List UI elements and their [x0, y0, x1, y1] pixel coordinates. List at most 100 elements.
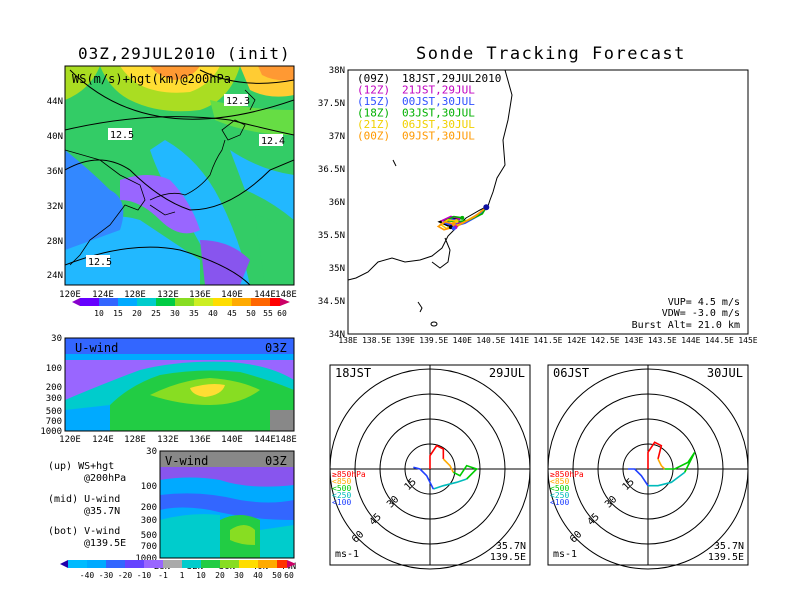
cb-tick: 50: [246, 309, 256, 318]
landing-point: [451, 221, 456, 226]
level-legend: ≥850hPa: [550, 470, 584, 479]
hodo-date: 29JUL: [489, 366, 525, 380]
lon-tick: 143E: [624, 336, 643, 345]
note-line: (up) WS+hgt: [48, 461, 114, 472]
level-legend: <500: [550, 484, 569, 493]
v-p-ticks: 30 100 200 300 500 700 1000: [135, 447, 157, 564]
hodo-trace: [648, 471, 686, 487]
u-wind-field: [65, 338, 294, 431]
lon-tick: 145E: [738, 336, 757, 345]
cb-tick: 55: [263, 309, 273, 318]
cb-tick: 20: [215, 571, 225, 580]
lon-tick: 120E: [59, 290, 81, 300]
lon-tick: 141E: [510, 336, 529, 345]
p-tick: 200: [46, 383, 62, 393]
cb-tick: 30: [234, 571, 244, 580]
cb-tick: -20: [118, 571, 133, 580]
cb-tick: 40: [253, 571, 263, 580]
lat-tick: 35N: [329, 264, 345, 274]
legend-time: (09Z): [357, 72, 390, 85]
left-title: 03Z,29JUL2010 (init): [78, 44, 291, 63]
param-vdw: VDW= -3.0 m/s: [662, 308, 740, 319]
lon-tick: 124E: [92, 290, 114, 300]
hodo-trace: [429, 444, 445, 469]
lon-tick: 120E: [59, 435, 81, 445]
lon-tick: 148E: [275, 290, 297, 300]
lat-tick: 34.5N: [318, 297, 345, 307]
lon-tick: 136E: [189, 290, 211, 300]
lat-tick: 36N: [329, 198, 345, 208]
lat-tick: 40N: [47, 132, 63, 142]
p-tick: 700: [141, 542, 157, 552]
cb-tick: 25: [151, 309, 161, 318]
hodo-trace: [664, 451, 696, 473]
lat-tick: 24N: [47, 271, 63, 281]
cb-tick: 35: [189, 309, 199, 318]
track-legend: (09Z) 18JST,29JUL2010 (12Z) 21JST,29JUL (15Z…: [357, 72, 501, 143]
lon-tick: 140.5E: [476, 336, 505, 345]
p-tick: 100: [46, 364, 62, 374]
legend-label: 00JST,30JUL: [402, 95, 475, 108]
p-tick: 1000: [135, 554, 157, 564]
lon-tick: 136E: [189, 435, 211, 445]
contour-label-3: 12.4: [261, 136, 285, 147]
legend-label: 21JST,29JUL: [402, 84, 475, 97]
lon-tick: 140E: [221, 290, 243, 300]
legend-label: 03JST,30JUL: [402, 107, 475, 120]
lat-tick: 37N: [329, 132, 345, 142]
legend-label: 09JST,30JUL: [402, 130, 475, 143]
track-map: [347, 69, 749, 335]
note-line: @35.7N: [84, 506, 120, 517]
lon-tick: 141.5E: [534, 336, 563, 345]
lon-tick: 143.5E: [648, 336, 677, 345]
hodo-trace: [657, 458, 666, 470]
p-tick: 200: [141, 503, 157, 513]
cb-tick: 10: [196, 571, 206, 580]
lat-tick: 35.5N: [318, 231, 345, 241]
upper-colorbar: [72, 298, 290, 306]
cb-tick: 15: [113, 309, 123, 318]
p-tick: 500: [46, 407, 62, 417]
level-legend: <250: [550, 491, 569, 500]
cb-tick: 60: [277, 309, 287, 318]
level-legend: <100: [332, 498, 351, 507]
param-burst: Burst Alt= 21.0 km: [632, 320, 740, 331]
lon-tick: 144.5E: [705, 336, 734, 345]
hodograph-left: 18JST 29JUL15304560≥850hPa<850<500<250<10…: [329, 364, 531, 570]
cb-tick: -10: [137, 571, 152, 580]
level-legend: <850: [332, 477, 351, 486]
lon-tick: 132E: [157, 435, 179, 445]
level-legend: ≥850hPa: [332, 470, 366, 479]
u-p-ticks: 30 100 200 300 500 700 1000: [40, 334, 62, 437]
hodo-lon: 139.5E: [708, 552, 744, 563]
param-vup: VUP= 4.5 m/s: [668, 297, 740, 308]
lon-tick: 144E: [254, 290, 276, 300]
lon-tick: 139.5E: [419, 336, 448, 345]
hodo-trace: [413, 466, 435, 490]
contour-label-4: 12.5: [88, 257, 112, 268]
hodo-date: 30JUL: [707, 366, 743, 380]
hodo-lon: 139.5E: [490, 552, 526, 563]
p-tick: 30: [146, 447, 157, 457]
lon-tick: 128E: [124, 435, 146, 445]
hodo-unit: ms-1: [553, 549, 577, 560]
hodo-lat: 35.7N: [496, 541, 526, 552]
p-tick: 300: [141, 516, 157, 526]
cb-tick: 40: [208, 309, 218, 318]
v-panel-time: 03Z: [265, 454, 287, 468]
lat-tick: 36.5N: [318, 165, 345, 175]
launch-point: [483, 204, 490, 211]
note-line: (mid) U-wind: [48, 494, 120, 505]
level-legend: <250: [332, 491, 351, 500]
lon-tick: 142.5E: [591, 336, 620, 345]
track-line: [436, 206, 487, 231]
note-line: @200hPa: [84, 473, 126, 484]
p-tick: 30: [51, 334, 62, 344]
lon-tick: 142E: [567, 336, 586, 345]
cb-tick: 10: [94, 309, 104, 318]
hodo-lat: 35.7N: [714, 541, 744, 552]
lon-tick: 138.5E: [362, 336, 391, 345]
level-legend: <500: [332, 484, 351, 493]
lon-tick: 140E: [453, 336, 472, 345]
